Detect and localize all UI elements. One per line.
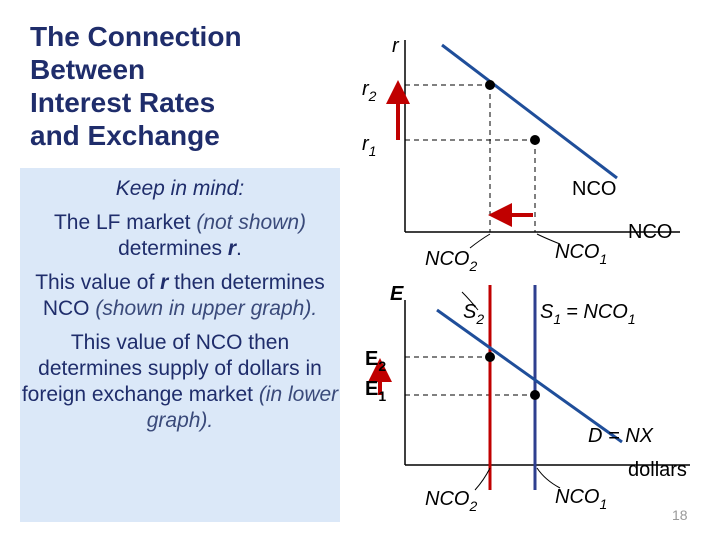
title-line: and Exchange (30, 120, 220, 151)
label: NCO1 (555, 486, 607, 512)
text: (shown in upper graph). (95, 297, 318, 320)
text: S (540, 301, 554, 323)
text: 1 (369, 143, 377, 159)
label: S2 (463, 301, 484, 327)
connector (461, 291, 479, 311)
connector (536, 467, 561, 489)
axis-label: r2 (362, 78, 377, 104)
text: NCO (425, 248, 469, 270)
text: S (463, 301, 477, 323)
axis-label: dollars (628, 459, 687, 481)
text: 2 (475, 311, 484, 327)
label: NCO2 (425, 248, 477, 274)
text: determines (118, 237, 222, 260)
text: 2 (468, 258, 477, 274)
note-paragraph: This value of NCO then determines supply… (20, 330, 340, 434)
point (485, 352, 495, 362)
axis-label: r (392, 35, 400, 57)
curve-label: D = NX (588, 425, 654, 447)
text: 1 (599, 251, 607, 267)
curve-label: NCO (572, 178, 616, 200)
slide-title: The Connection Between Interest Rates an… (30, 20, 242, 152)
lower-graph: E E2 E1 S2 S1 = NCO1 D = NX dollars NCO2 … (365, 283, 690, 514)
text: 1 (628, 311, 636, 327)
title-line: The Connection (30, 21, 242, 52)
text: NCO (425, 488, 469, 510)
text: 1 (378, 388, 386, 404)
connector (536, 233, 561, 245)
text: 1 (553, 311, 561, 327)
slide-number: 18 (672, 507, 688, 523)
point (485, 80, 495, 90)
demand-curve (436, 308, 623, 444)
label: NCO2 (425, 488, 477, 514)
label: S1 = NCO1 (540, 301, 636, 327)
text: 2 (368, 88, 377, 104)
text: This value of (35, 271, 155, 294)
text: This value of NCO then determines supply… (21, 331, 322, 406)
axis-label: E2 (365, 348, 386, 374)
text: (in lower graph). (146, 383, 339, 432)
text: E (365, 378, 378, 400)
text: . (236, 237, 242, 260)
note-heading: Keep in mind: (115, 177, 245, 200)
text: E (365, 348, 378, 370)
text: r (227, 237, 237, 260)
text: 2 (378, 358, 386, 374)
axis-label: r1 (362, 133, 376, 159)
text: then determines NCO (42, 271, 325, 320)
connector (469, 233, 491, 249)
note-paragraph: The LF market (not shown) determines r. (20, 210, 340, 262)
text: 2 (468, 498, 477, 514)
axis-label: NCO (628, 221, 672, 243)
connector (474, 467, 491, 491)
point (530, 135, 540, 145)
text: NCO (555, 486, 599, 508)
text: r (362, 78, 370, 100)
point (530, 390, 540, 400)
title-line: Between (30, 54, 146, 85)
text: = NCO (566, 301, 628, 323)
label: NCO1 (555, 241, 607, 267)
note-paragraph: This value of r then determines NCO (sho… (20, 270, 340, 322)
nco-curve (441, 43, 618, 180)
axis-label: E1 (365, 378, 386, 404)
text: The LF market (53, 211, 191, 234)
text: (not shown) (196, 211, 307, 234)
text: 1 (599, 496, 607, 512)
upper-graph: r r2 r1 NCO NCO NCO2 NCO1 (362, 35, 680, 274)
text: r (362, 133, 370, 155)
title-line: Interest Rates (30, 87, 216, 118)
text: r (160, 271, 169, 294)
note-box: Keep in mind: The LF market (not shown) … (20, 168, 340, 522)
axis-label: E (390, 283, 404, 305)
text: NCO (555, 241, 599, 263)
